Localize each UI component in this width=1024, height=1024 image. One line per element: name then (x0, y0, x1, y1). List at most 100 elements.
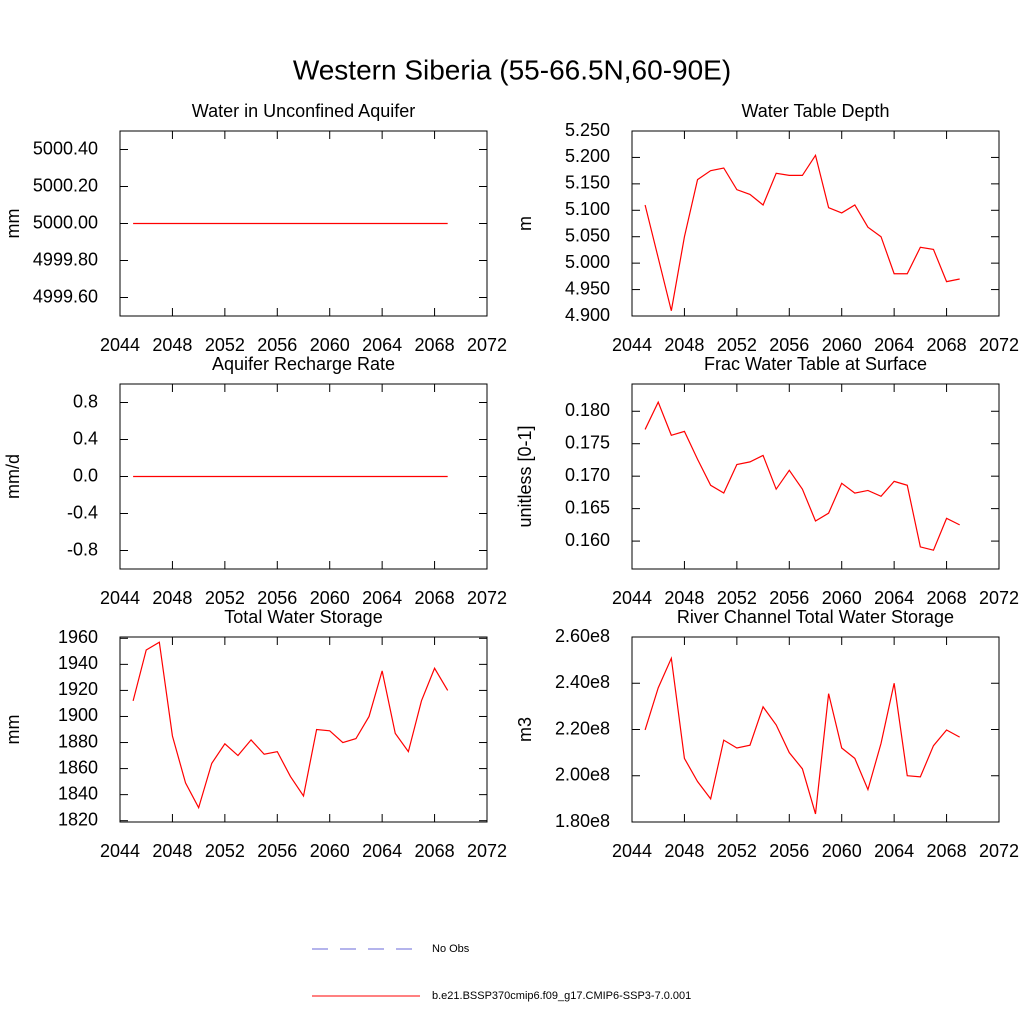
y-tick-label: 5000.20 (33, 175, 98, 195)
y-axis-label: m3 (515, 717, 535, 742)
y-tick-label: 4.950 (565, 278, 610, 298)
x-tick-label: 2064 (874, 335, 914, 355)
x-tick-label: 2068 (415, 841, 455, 861)
plot-frame (119, 636, 488, 823)
y-tick-label: 5.050 (565, 225, 610, 245)
figure-title: Western Siberia (55-66.5N,60-90E) (293, 54, 731, 85)
y-tick-label: 2.60e8 (555, 626, 610, 646)
y-tick-label: 5.250 (565, 120, 610, 140)
y-tick-label: 2.40e8 (555, 672, 610, 692)
x-tick-label: 2072 (467, 335, 507, 355)
x-tick-label: 2072 (467, 588, 507, 608)
y-tick-label: 5.150 (565, 173, 610, 193)
x-tick-label: 2072 (979, 588, 1019, 608)
x-tick-label: 2060 (822, 588, 862, 608)
x-tick-label: 2044 (612, 841, 652, 861)
x-tick-label: 2044 (612, 335, 652, 355)
y-axis-label: mm (3, 715, 23, 745)
x-tick-label: 2064 (362, 335, 402, 355)
x-tick-label: 2044 (100, 335, 140, 355)
x-tick-label: 2056 (257, 841, 297, 861)
y-tick-label: 5.100 (565, 199, 610, 219)
x-tick-label: 2048 (664, 335, 704, 355)
x-tick-label: 2068 (415, 335, 455, 355)
y-tick-label: 1960 (58, 627, 98, 647)
y-tick-label: 1880 (58, 731, 98, 751)
x-tick-label: 2060 (310, 588, 350, 608)
y-tick-label: 1820 (58, 809, 98, 829)
x-tick-label: 2048 (152, 588, 192, 608)
data-line (132, 641, 449, 810)
data-line (644, 656, 960, 815)
plot-frame (631, 383, 1000, 570)
y-tick-label: 2.20e8 (555, 718, 610, 738)
x-tick-label: 2060 (310, 841, 350, 861)
x-tick-label: 2044 (612, 588, 652, 608)
data-line (644, 400, 960, 551)
y-tick-label: 0.170 (565, 465, 610, 485)
x-tick-label: 2064 (874, 588, 914, 608)
y-tick-label: 5.000 (565, 252, 610, 272)
x-tick-label: 2056 (769, 841, 809, 861)
x-tick-label: 2056 (257, 588, 297, 608)
x-tick-label: 2052 (205, 588, 245, 608)
legend-label: No Obs (432, 943, 470, 955)
x-tick-label: 2048 (664, 841, 704, 861)
x-tick-label: 2052 (717, 335, 757, 355)
y-tick-label: 0.0 (73, 465, 98, 485)
x-tick-label: 2072 (467, 841, 507, 861)
x-tick-label: 2048 (664, 588, 704, 608)
y-tick-label: 0.175 (565, 432, 610, 452)
x-tick-label: 2044 (100, 841, 140, 861)
data-line (644, 153, 960, 311)
x-tick-label: 2060 (822, 335, 862, 355)
panel-title: Frac Water Table at Surface (704, 354, 927, 374)
x-tick-label: 2064 (362, 841, 402, 861)
y-tick-label: 2.00e8 (555, 765, 610, 785)
y-tick-label: 0.165 (565, 497, 610, 517)
y-tick-label: 0.160 (565, 530, 610, 550)
plot-frame (631, 130, 1000, 317)
x-tick-label: 2044 (100, 588, 140, 608)
y-tick-label: -0.8 (67, 539, 98, 559)
y-tick-label: 0.4 (73, 428, 98, 448)
x-tick-label: 2068 (927, 841, 967, 861)
panel-title: River Channel Total Water Storage (677, 607, 954, 627)
x-tick-label: 2068 (415, 588, 455, 608)
x-tick-label: 2060 (822, 841, 862, 861)
x-tick-label: 2056 (769, 588, 809, 608)
x-tick-label: 2052 (717, 841, 757, 861)
x-tick-label: 2048 (152, 335, 192, 355)
y-tick-label: -0.4 (67, 502, 98, 522)
y-tick-label: 0.180 (565, 400, 610, 420)
x-tick-label: 2068 (927, 588, 967, 608)
x-tick-label: 2064 (874, 841, 914, 861)
y-tick-label: 1940 (58, 653, 98, 673)
y-tick-label: 5000.00 (33, 212, 98, 232)
y-axis-label: m (515, 216, 535, 231)
x-tick-label: 2060 (310, 335, 350, 355)
y-axis-label: mm/d (3, 454, 23, 499)
x-tick-label: 2056 (257, 335, 297, 355)
y-axis-label: unitless [0-1] (515, 425, 535, 527)
y-tick-label: 4.900 (565, 305, 610, 325)
panel-title: Water in Unconfined Aquifer (192, 101, 415, 121)
legend-label: b.e21.BSSP370cmip6.f09_g17.CMIP6-SSP3-7.… (432, 990, 691, 1002)
plot-frame (631, 636, 1000, 823)
y-tick-label: 4999.60 (33, 286, 98, 306)
y-tick-label: 5000.40 (33, 138, 98, 158)
y-tick-label: 5.200 (565, 146, 610, 166)
x-tick-label: 2048 (152, 841, 192, 861)
x-tick-label: 2072 (979, 841, 1019, 861)
x-tick-label: 2072 (979, 335, 1019, 355)
x-tick-label: 2052 (717, 588, 757, 608)
panel-title: Water Table Depth (741, 101, 889, 121)
x-tick-label: 2064 (362, 588, 402, 608)
y-axis-label: mm (3, 209, 23, 239)
x-tick-label: 2068 (927, 335, 967, 355)
x-tick-label: 2056 (769, 335, 809, 355)
panel-title: Total Water Storage (224, 607, 382, 627)
x-tick-label: 2052 (205, 335, 245, 355)
y-tick-label: 1920 (58, 679, 98, 699)
